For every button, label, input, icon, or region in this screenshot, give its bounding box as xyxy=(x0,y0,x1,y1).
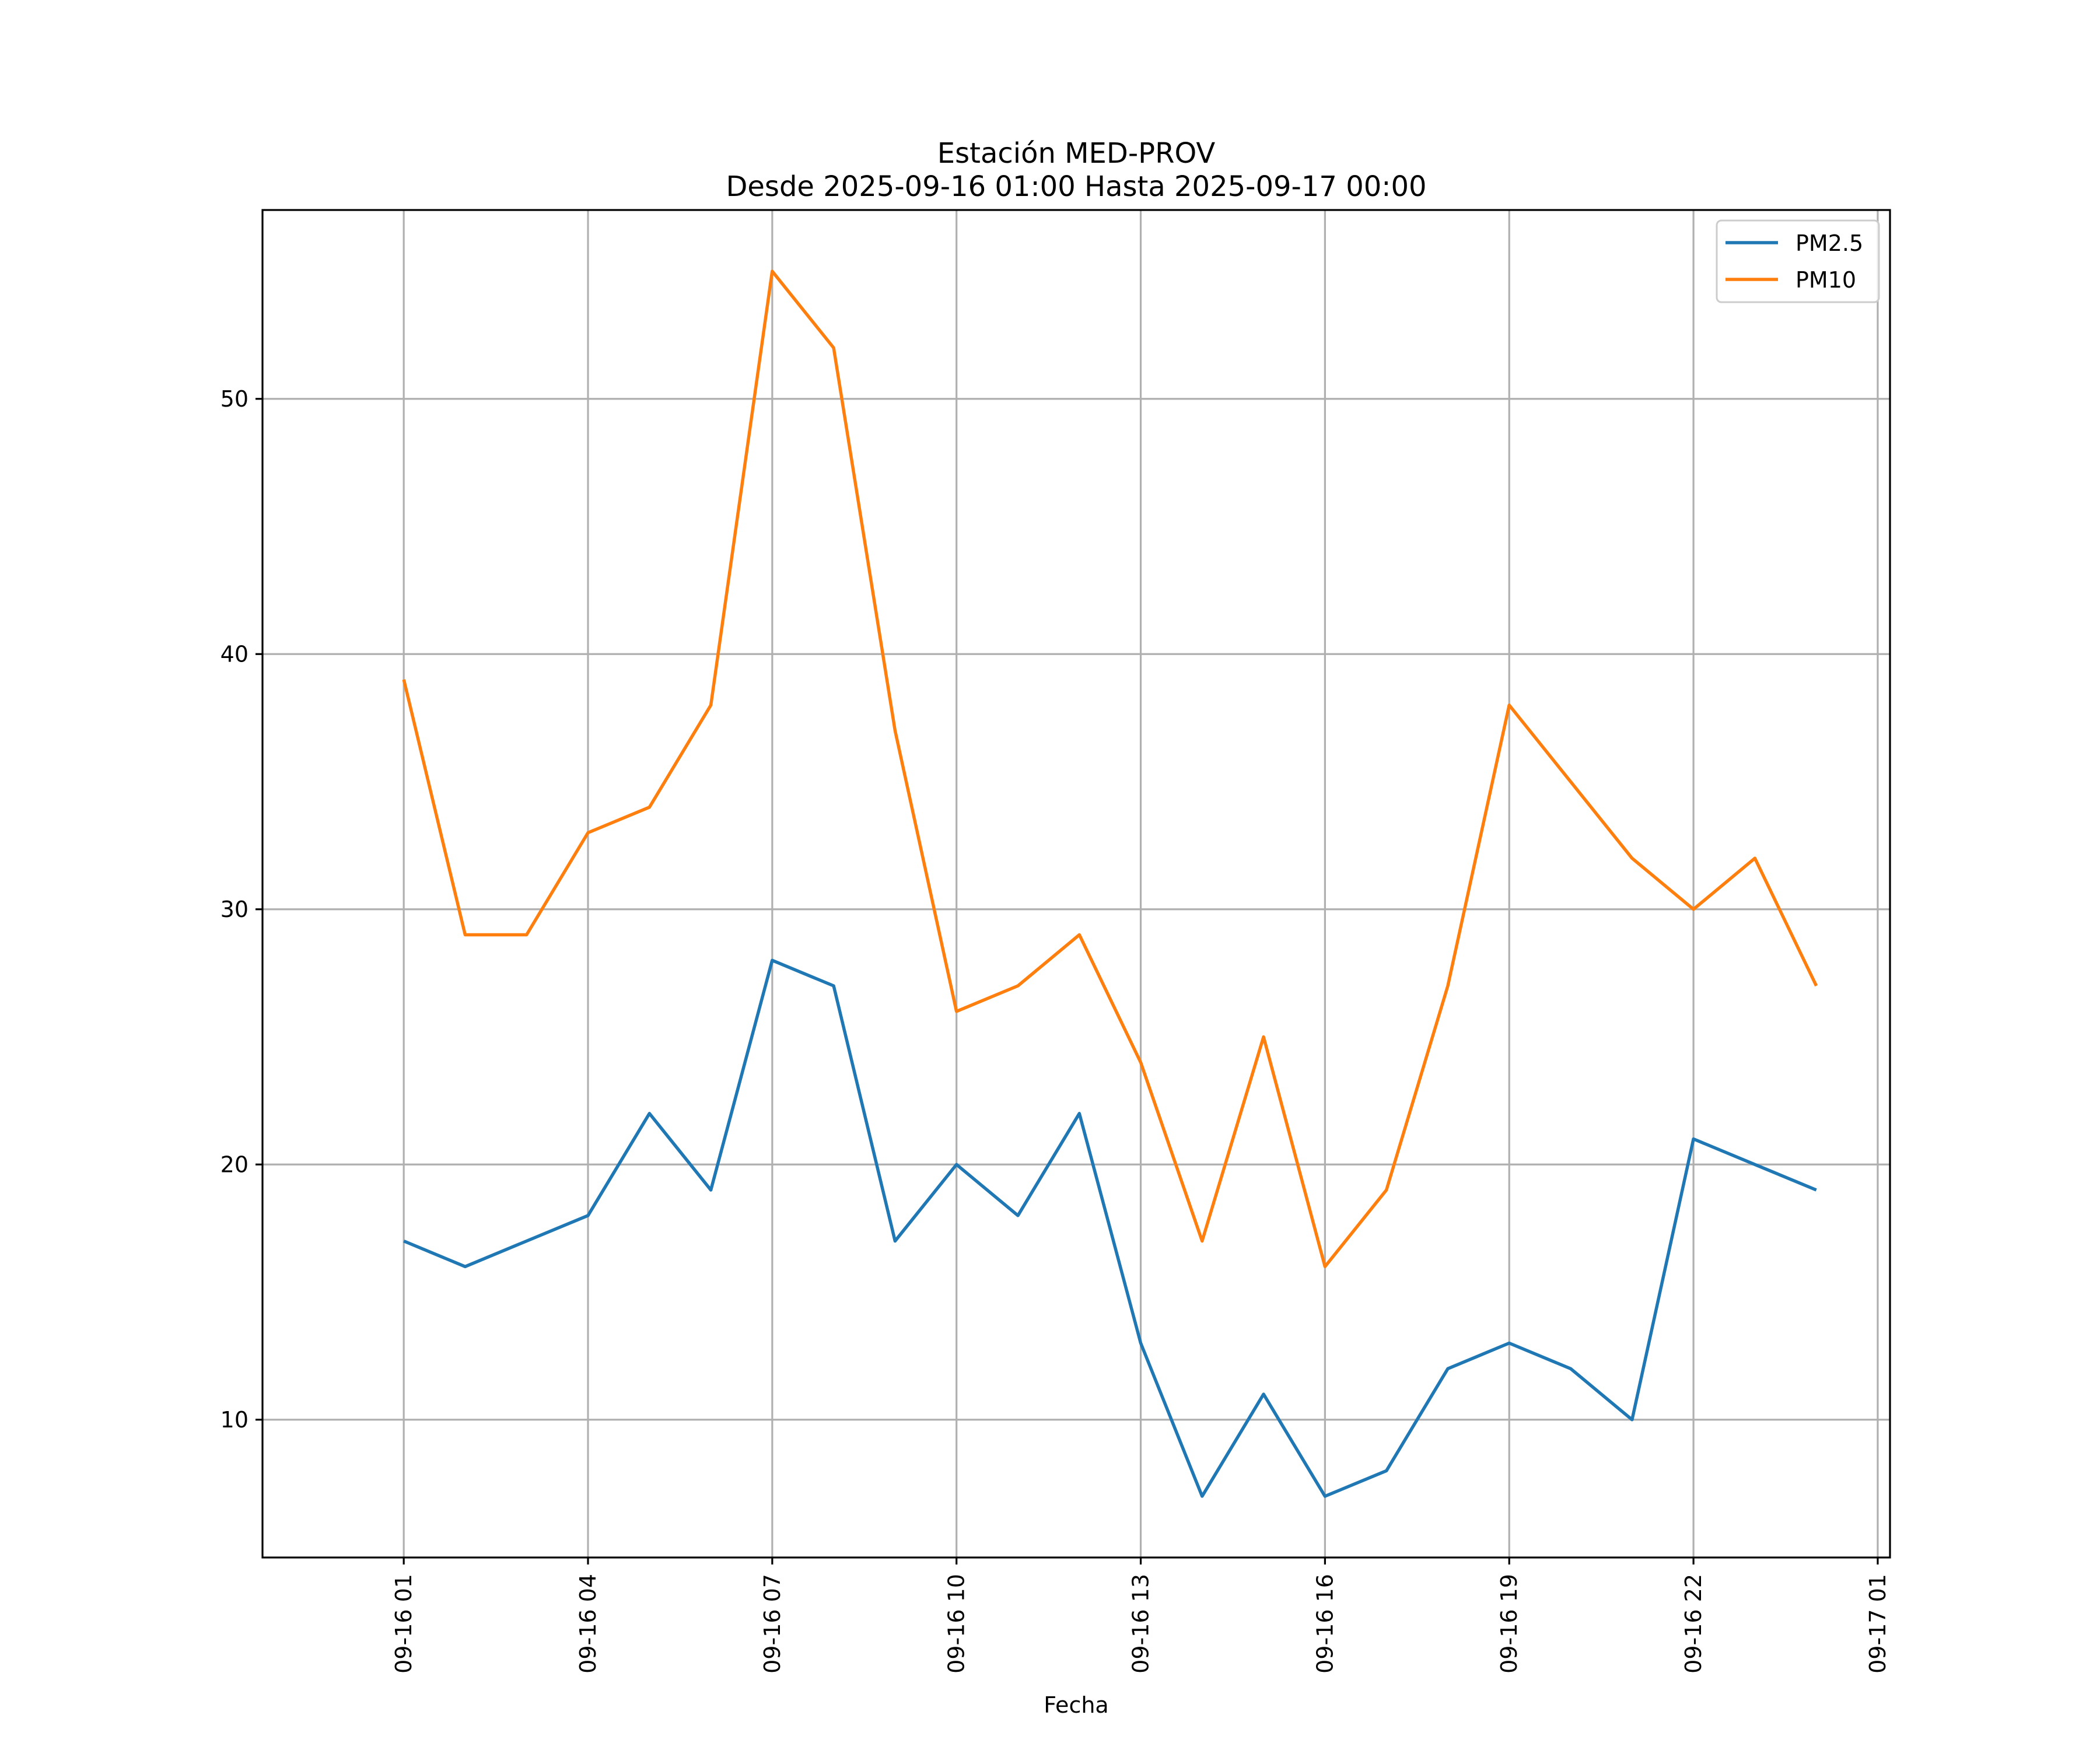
y-tick-label: 30 xyxy=(220,897,249,922)
x-tick-label: 09-16 04 xyxy=(575,1574,601,1674)
plot-area xyxy=(262,210,1890,1558)
legend-label-pm10: PM10 xyxy=(1796,267,1856,293)
legend: PM2.5 PM10 xyxy=(1716,219,1880,303)
x-axis: 09-16 01 09-16 04 09-16 07 09-16 10 09-16 13… xyxy=(391,1558,1891,1674)
y-tick-label: 40 xyxy=(220,641,249,667)
y-tick-label: 50 xyxy=(220,386,249,412)
x-tick-label: 09-16 01 xyxy=(391,1574,416,1674)
x-tick-label: 09-16 07 xyxy=(760,1574,785,1674)
chart-subtitle: Desde 2025-09-16 01:00 Hasta 2025-09-17 … xyxy=(726,170,1426,203)
legend-box xyxy=(1716,219,1880,303)
x-tick-label: 09-16 13 xyxy=(1128,1574,1154,1674)
chart-title: Estación MED-PROV xyxy=(937,137,1216,170)
y-tick-label: 10 xyxy=(220,1407,249,1433)
x-axis-label: Fecha xyxy=(1044,1692,1108,1718)
y-tick-label: 20 xyxy=(220,1152,249,1177)
legend-label-pm25: PM2.5 xyxy=(1796,230,1863,256)
x-tick-label: 09-16 22 xyxy=(1681,1574,1706,1674)
y-axis: 10 20 30 40 50 xyxy=(220,386,262,1433)
grid xyxy=(262,210,1890,1558)
series-line-pm10 xyxy=(402,270,1818,1269)
x-tick-label: 09-17 01 xyxy=(1865,1574,1891,1674)
x-tick-label: 09-16 16 xyxy=(1312,1574,1338,1674)
series-lines xyxy=(402,270,1818,1498)
x-tick-label: 09-16 19 xyxy=(1496,1574,1522,1674)
x-tick-label: 09-16 10 xyxy=(944,1574,970,1674)
plot-frame xyxy=(261,209,1891,1559)
series-line-pm25 xyxy=(403,958,1817,1498)
